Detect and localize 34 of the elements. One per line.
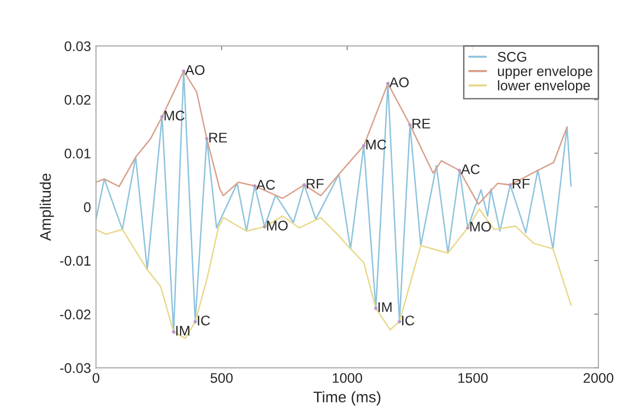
- annotation: MO: [267, 220, 288, 230]
- line-series: [96, 208, 572, 340]
- annotation: AC: [460, 164, 480, 174]
- y-tick-label: -0.01: [60, 256, 90, 266]
- annotation: MC: [366, 140, 386, 150]
- annotation: RF: [512, 178, 530, 189]
- x-tick-label: 500: [210, 373, 233, 383]
- x-axis-title: Time (ms): [313, 391, 380, 406]
- annotation: RF: [306, 178, 324, 189]
- y-tick-label: -0.03: [60, 363, 91, 374]
- y-tick-label: 0.02: [64, 94, 90, 105]
- x-tick-label: 1500: [458, 373, 488, 383]
- y-tick-label: 0.03: [64, 41, 91, 52]
- annotation: AO: [185, 65, 204, 75]
- y-axis-title: Amplitude: [40, 174, 54, 241]
- annotation: IM: [176, 326, 190, 336]
- annotation: IC: [402, 316, 414, 326]
- x-tick-label: 2000: [584, 373, 614, 383]
- legend-label: upper envelope: [498, 66, 592, 79]
- legend-label: SCG: [498, 52, 526, 62]
- annotation: AC: [256, 180, 275, 190]
- annotation: AO: [389, 77, 409, 88]
- y-tick-label: -0.02: [60, 310, 90, 320]
- y-tick-label: 0: [84, 202, 91, 212]
- x-tick-label: 0: [92, 373, 100, 383]
- annotation: MC: [164, 110, 185, 121]
- x-tick-label: 1000: [332, 373, 362, 383]
- legend-label: lower envelope: [498, 80, 590, 94]
- annotation: IC: [198, 316, 210, 326]
- annotation: RE: [209, 132, 227, 142]
- annotation: MO: [470, 222, 491, 232]
- y-tick-label: 0.01: [64, 148, 90, 158]
- annotation: IM: [378, 302, 392, 312]
- annotation: RE: [412, 118, 430, 128]
